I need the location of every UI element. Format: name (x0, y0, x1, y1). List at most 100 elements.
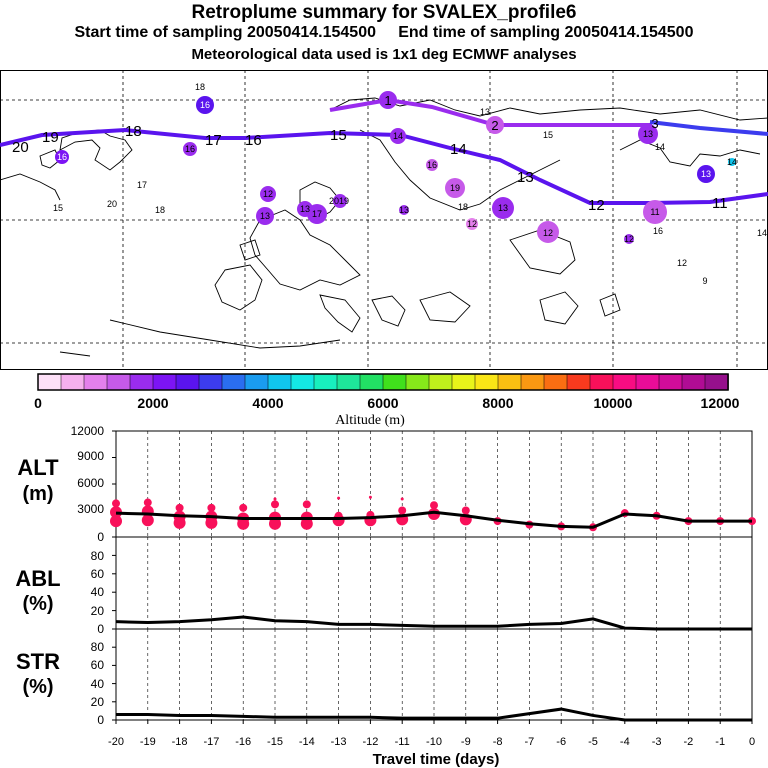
cluster-label: 19 (339, 196, 349, 206)
cluster-label: 13 (480, 107, 490, 117)
track-label: 14 (450, 141, 467, 158)
cluster-label: 18 (155, 205, 165, 215)
alt-outlier-point (337, 496, 341, 500)
cluster-label: 18 (458, 202, 468, 212)
x-tick-label: -4 (620, 736, 630, 748)
cluster-label: 20 (107, 199, 117, 209)
x-tick-label: -5 (588, 736, 598, 748)
cluster-label: 15 (543, 130, 553, 140)
colorbar-cell (589, 373, 614, 391)
alt-ytick: 3000 (77, 502, 104, 516)
alt-scatter-point (141, 514, 154, 527)
cluster-label: 20 (329, 196, 339, 206)
track-label: 11 (712, 195, 728, 212)
altitude-colorbar: 0 2000 4000 6000 8000 10000 12000 Altitu… (34, 373, 740, 428)
colorbar-cell (681, 373, 706, 391)
cluster-dot (697, 165, 715, 183)
alt-scatter-point (461, 506, 470, 515)
cluster-label: 11 (650, 207, 659, 217)
colorbar-cell (566, 373, 591, 391)
cluster-label: 16 (427, 160, 437, 170)
str-ytick: 60 (91, 658, 105, 672)
alt-ytick: 12000 (71, 424, 105, 438)
track-label: 18 (125, 123, 142, 140)
cluster-dot (643, 200, 667, 224)
cluster-dot (390, 128, 406, 144)
cluster-dot (537, 221, 559, 243)
abl-label: ABL (15, 566, 60, 591)
cluster-dot (256, 207, 274, 225)
panel-labels: ALT (m) ABL (%) STR (%) (15, 455, 60, 698)
cluster-dot (379, 91, 397, 109)
colorbar-cell (428, 373, 453, 391)
cluster-label: 16 (653, 226, 663, 236)
alt-scatter-point (110, 506, 122, 519)
str-ytick: 0 (97, 713, 104, 727)
track-label: 15 (330, 127, 347, 144)
alt-scatter-point (300, 517, 313, 530)
cluster-labels: 18 16 16 15 17 20 18 16 13 17 20 19 13 1… (53, 82, 767, 286)
cluster-label: 14 (727, 157, 737, 167)
alt-scatter-point (398, 506, 407, 515)
alt-unit: (m) (22, 483, 53, 505)
alt-outlier-point (400, 497, 404, 501)
str-label: STR (16, 649, 60, 674)
colorbar-cell (474, 373, 499, 391)
east-track (649, 120, 768, 136)
colorbar-label: Altitude (m) (335, 413, 405, 428)
colorbar-cell (336, 373, 361, 391)
track-label: 19 (42, 129, 59, 146)
cluster-label: 15 (53, 203, 63, 213)
colorbar-cell (520, 373, 545, 391)
colorbar-cell (175, 373, 200, 391)
cluster-label: 9 (702, 276, 707, 286)
colorbar-tick: 12000 (701, 395, 740, 411)
colorbar-cell (290, 373, 315, 391)
str-series-line (116, 707, 752, 722)
cluster-label: 13 (399, 205, 409, 215)
str-ytick: 40 (91, 677, 105, 691)
colorbar-cell (83, 373, 108, 391)
cluster-label: 13 (643, 129, 653, 139)
cluster-label: 14 (655, 142, 665, 152)
alt-scatter-point (112, 499, 120, 508)
cluster-dot (183, 142, 197, 156)
str-ytick: 80 (91, 640, 105, 654)
cluster-label: 18 (195, 82, 205, 92)
cluster-dot (486, 116, 504, 134)
track-label: 16 (245, 132, 262, 149)
colorbar-cell (198, 373, 223, 391)
alt-ytick: 9000 (77, 449, 104, 463)
x-tick-label: -20 (108, 736, 124, 748)
cluster-dot (55, 150, 69, 164)
cluster-label: 13 (260, 211, 270, 221)
alt-scatter-point (428, 508, 440, 521)
met-data-line: Meteorological data used is 1x1 deg ECMW… (191, 46, 577, 63)
alt-scatter-point (430, 501, 438, 510)
x-tick-label: -15 (267, 736, 283, 748)
alt-outlier-point (368, 495, 372, 499)
alt-scatter-point (110, 515, 122, 528)
cluster-dot (466, 218, 478, 230)
cluster-label: 12 (543, 228, 553, 238)
alt-scatter-point (237, 517, 250, 530)
colorbar-tick: 4000 (252, 395, 283, 411)
alt-ytick: 0 (97, 530, 104, 544)
colorbar-cell (106, 373, 131, 391)
track-label: 1 (384, 93, 391, 108)
cluster-label: 16 (200, 100, 210, 110)
track-label: 2 (491, 118, 498, 133)
cluster-dot (307, 204, 327, 224)
cluster-dot (260, 186, 276, 202)
abl-ytick: 40 (91, 585, 105, 599)
cluster-dot (333, 194, 347, 208)
colorbar-cell (382, 373, 407, 391)
x-tick-label: -19 (140, 736, 156, 748)
cluster-label: 16 (57, 152, 67, 162)
cluster-dot (445, 178, 465, 198)
colorbar-cells (37, 373, 729, 391)
alt-scatter-point (205, 516, 218, 529)
colorbar-tick: 0 (34, 395, 42, 411)
colorbar-ticks: 0 2000 4000 6000 8000 10000 12000 (34, 395, 740, 411)
colorbar-cell (405, 373, 430, 391)
